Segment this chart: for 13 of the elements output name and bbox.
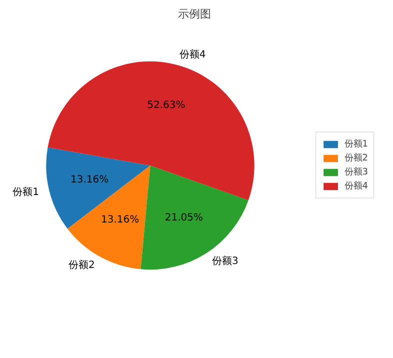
slice-label: 份额3 bbox=[212, 255, 238, 268]
data-label: 21.05% bbox=[164, 212, 204, 224]
data-label: 13.16% bbox=[100, 214, 140, 226]
legend-label: 份额4 bbox=[344, 180, 368, 192]
data-label: 13.16% bbox=[70, 174, 109, 186]
slice-label: 份额1 bbox=[12, 186, 39, 198]
slice-label: 份额4 bbox=[179, 48, 206, 61]
legend-label: 份额2 bbox=[344, 152, 368, 164]
legend-label: 份额3 bbox=[344, 166, 368, 178]
data-label: 52.63% bbox=[147, 100, 186, 111]
legend-label: 份额1 bbox=[344, 138, 368, 150]
slice-label: 份额2 bbox=[68, 258, 95, 271]
chart-title: 示例图 bbox=[178, 8, 211, 20]
